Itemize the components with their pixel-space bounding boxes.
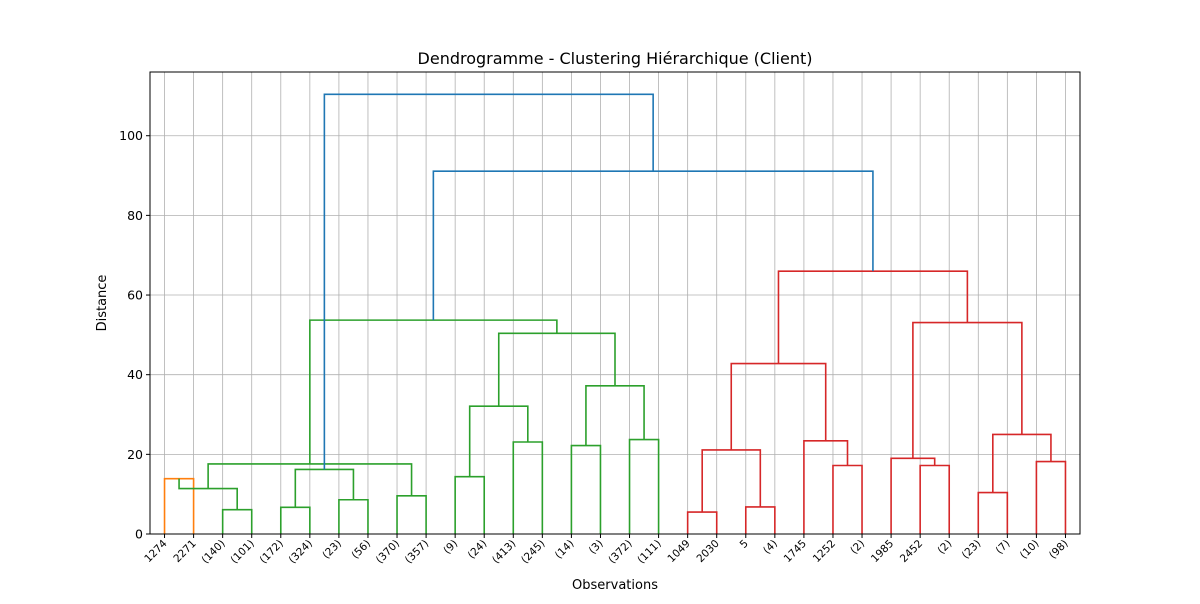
leaf-label: (24) xyxy=(466,538,490,562)
dendrogram-link xyxy=(512,441,544,534)
dendrogram-link xyxy=(992,433,1052,493)
y-tick-label: 40 xyxy=(127,367,143,382)
leaf-label: (2) xyxy=(935,538,954,557)
dendrogram-link xyxy=(912,321,1023,459)
leaf-label: (14) xyxy=(553,538,577,562)
dendrogram-link xyxy=(803,440,849,534)
dendrogram-link xyxy=(178,478,238,510)
dendrogram-link xyxy=(570,444,602,534)
leaf-label: (10) xyxy=(1018,538,1042,562)
dendrogram-link xyxy=(279,506,311,534)
leaf-label: (56) xyxy=(349,538,373,562)
links-layer xyxy=(163,93,1067,534)
dendrogram-link xyxy=(919,464,951,534)
leaf-label: (9) xyxy=(441,538,460,557)
dendrogram-link xyxy=(686,511,718,534)
dendrogram-link xyxy=(454,475,486,534)
y-axis-ticks: 0 20 40 60 80 100 xyxy=(119,128,150,542)
y-tick-label: 0 xyxy=(135,527,143,542)
dendrogram-link xyxy=(777,270,969,364)
dendrogram-link xyxy=(1035,460,1067,534)
leaf-label: (3) xyxy=(587,538,606,557)
dendrogram-link xyxy=(744,506,776,534)
dendrogram-link xyxy=(497,332,616,407)
leaf-label: (23) xyxy=(320,538,344,562)
dendrogram-link xyxy=(585,385,645,446)
x-axis-ticks: 1274 2271 (140) (101) (172) (324) (23) (56) (370… xyxy=(142,534,1071,566)
y-tick-label: 60 xyxy=(127,288,143,303)
leaf-label: (245) xyxy=(519,538,547,566)
dendrogram-link xyxy=(890,457,936,534)
dendrogram-link xyxy=(396,494,427,534)
dendrogram-link xyxy=(628,438,660,534)
plot-frame xyxy=(149,71,1081,535)
leaf-label: (357) xyxy=(403,538,431,566)
leaf-label: 1274 xyxy=(142,537,170,565)
dendrogram-link xyxy=(338,498,369,534)
y-tick-label: 20 xyxy=(127,447,143,462)
leaf-label: (101) xyxy=(228,538,256,566)
dendrogram-link xyxy=(730,362,827,450)
x-axis-label: Observations xyxy=(572,578,658,593)
leaf-label: (372) xyxy=(606,538,634,566)
leaf-label: (23) xyxy=(960,538,984,562)
dendrogram-link xyxy=(323,93,654,470)
dendrogram-link xyxy=(294,468,355,508)
leaf-label: (4) xyxy=(761,538,780,557)
leaf-label: (324) xyxy=(287,538,315,566)
leaf-label: (172) xyxy=(257,538,285,566)
dendrogram-link xyxy=(701,449,762,513)
leaf-label: (7) xyxy=(993,538,1012,557)
y-tick-label: 80 xyxy=(127,208,143,223)
leaf-label: (140) xyxy=(199,538,227,566)
dendrogram-link xyxy=(309,319,558,464)
leaf-label: 2271 xyxy=(171,538,198,565)
leaf-label: (98) xyxy=(1047,538,1071,562)
leaf-label: 1049 xyxy=(665,538,692,565)
leaf-label: (2) xyxy=(848,538,867,557)
y-axis-label: Distance xyxy=(95,275,110,332)
leaf-label: 5 xyxy=(738,538,751,551)
leaf-label: 2452 xyxy=(898,538,925,565)
leaf-label: (370) xyxy=(374,538,402,566)
leaf-label: 1252 xyxy=(811,538,838,565)
leaf-label: 1985 xyxy=(869,538,896,565)
leaf-label: 1745 xyxy=(782,538,809,565)
chart-title: Dendrogramme - Clustering Hiérarchique (… xyxy=(418,49,813,68)
dendrogram-link xyxy=(832,464,863,534)
y-tick-label: 100 xyxy=(119,128,143,143)
dendrogram-link xyxy=(221,508,253,534)
dendrogram-link xyxy=(977,491,1009,534)
dendrogram-link xyxy=(432,170,874,321)
leaf-label: (413) xyxy=(490,538,518,566)
leaf-label: (111) xyxy=(635,538,663,566)
leaf-label: 2030 xyxy=(694,538,721,565)
